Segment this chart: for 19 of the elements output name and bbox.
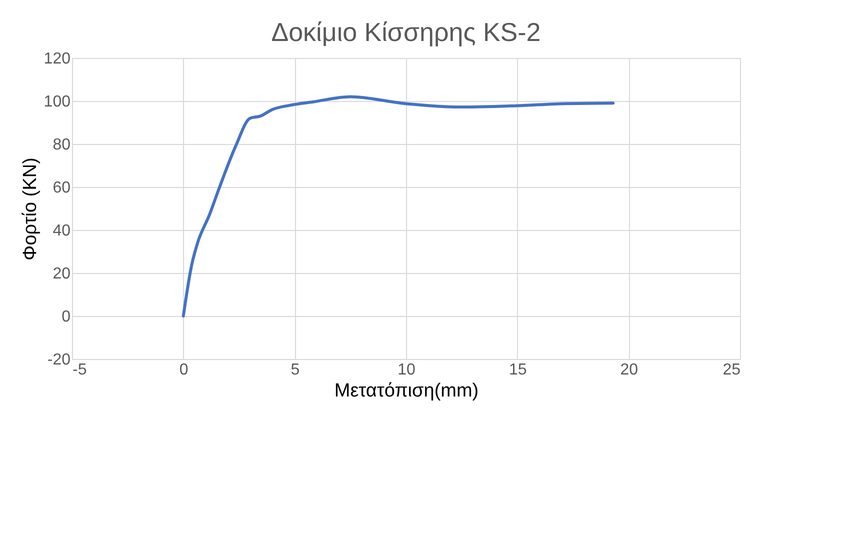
- y-axis-title: Φορτίο (KN): [20, 158, 41, 260]
- line-series: [182, 95, 615, 318]
- y-tick-label: 60: [52, 180, 71, 196]
- y-tick-label: -20: [47, 352, 71, 368]
- x-tick-label: 10: [398, 362, 416, 378]
- x-tick-label: 0: [179, 362, 188, 378]
- x-tick-label: 5: [290, 362, 300, 378]
- y-tick-label: 120: [44, 50, 71, 68]
- y-tick-label: 20: [52, 266, 71, 282]
- y-tick-label: 100: [44, 94, 71, 110]
- x-tick-label: 25: [722, 362, 741, 378]
- y-tick-label: 80: [52, 136, 71, 154]
- x-axis-title: Μετατόπιση(mm): [334, 380, 479, 402]
- y-tick-label: 40: [52, 222, 71, 240]
- x-tick-label: -5: [72, 362, 87, 378]
- x-tick-label: 15: [508, 362, 527, 378]
- y-tick-label: 0: [62, 308, 71, 326]
- chart-title: Δοκίμιο Κίσσηρης KS-2: [271, 17, 541, 47]
- x-tick-label: 20: [620, 362, 638, 378]
